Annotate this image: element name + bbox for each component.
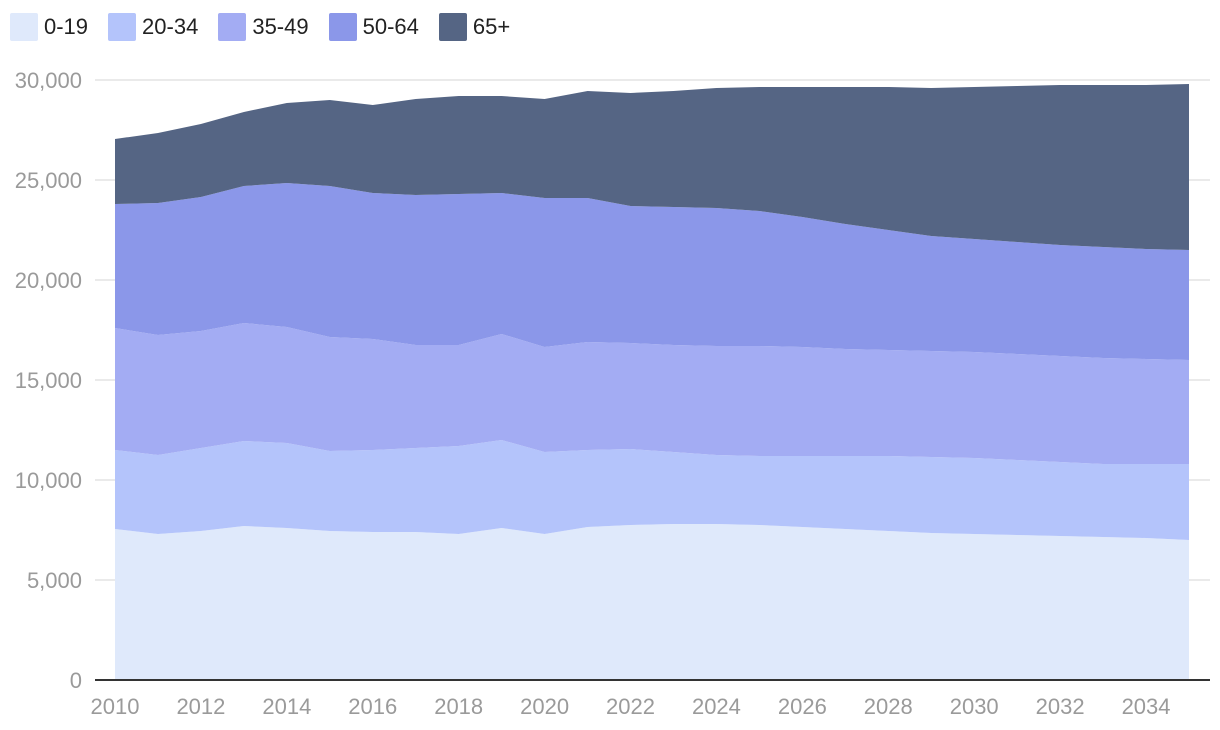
area-series (115, 84, 1189, 680)
legend-item-20-34[interactable]: 20-34 (108, 13, 198, 41)
y-axis-tick-labels: 0 5,000 10,000 15,000 20,000 25,000 30,000 (15, 68, 82, 693)
x-tick-label: 2022 (606, 694, 655, 719)
y-tick-label: 0 (70, 668, 82, 693)
legend-item-65-plus[interactable]: 65+ (438, 13, 511, 41)
y-tick-label: 5,000 (27, 568, 82, 593)
legend-swatch-20-34 (108, 13, 137, 41)
legend-swatch-50-64 (328, 13, 357, 41)
legend-swatch-65-plus (438, 13, 467, 41)
x-tick-label: 2018 (434, 694, 483, 719)
area-series-0-19[interactable] (115, 524, 1189, 680)
x-tick-label: 2010 (91, 694, 140, 719)
x-tick-label: 2028 (864, 694, 913, 719)
x-tick-label: 2030 (950, 694, 999, 719)
legend-label-35-49: 35-49 (252, 14, 309, 39)
x-tick-label: 2034 (1122, 694, 1171, 719)
legend-item-35-49[interactable]: 35-49 (218, 13, 309, 41)
legend-item-0-19[interactable]: 0-19 (10, 13, 88, 41)
x-tick-label: 2032 (1036, 694, 1085, 719)
y-tick-label: 30,000 (15, 68, 82, 93)
area-series-50-64[interactable] (115, 183, 1189, 360)
x-axis-tick-labels: 2010 2012 2014 2016 2018 2020 2022 2024 2026 2028… (91, 694, 1171, 719)
legend-label-65-plus: 65+ (472, 14, 511, 39)
x-tick-label: 2026 (778, 694, 827, 719)
x-tick-label: 2012 (176, 694, 225, 719)
legend-swatch-35-49 (218, 13, 247, 41)
y-tick-label: 15,000 (15, 368, 82, 393)
x-tick-label: 2020 (520, 694, 569, 719)
legend-label-0-19: 0-19 (44, 14, 89, 39)
legend-label-20-34: 20-34 (142, 14, 199, 39)
area-series-20-34[interactable] (115, 440, 1189, 540)
legend-swatch-0-19 (10, 13, 38, 41)
y-tick-label: 20,000 (15, 268, 82, 293)
legend-label-50-64: 50-64 (362, 14, 419, 39)
x-tick-label: 2024 (692, 694, 741, 719)
legend: 0-19 20-34 35-49 50-64 65+ (10, 13, 530, 41)
legend-item-50-64[interactable]: 50-64 (328, 13, 419, 41)
x-tick-label: 2014 (262, 694, 311, 719)
y-tick-label: 10,000 (15, 468, 82, 493)
area-series-35-49[interactable] (115, 323, 1189, 464)
y-tick-label: 25,000 (15, 168, 82, 193)
area-series-65-plus[interactable] (115, 84, 1189, 250)
x-tick-label: 2016 (348, 694, 397, 719)
